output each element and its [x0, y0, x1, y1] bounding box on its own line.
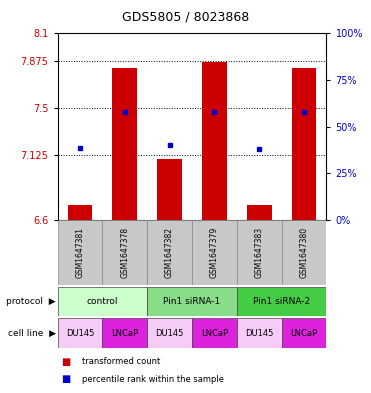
Text: LNCaP: LNCaP	[290, 329, 318, 338]
Text: Pin1 siRNA-2: Pin1 siRNA-2	[253, 297, 310, 306]
Bar	[192, 318, 237, 348]
Bar	[112, 68, 137, 220]
Text: LNCaP: LNCaP	[111, 329, 138, 338]
Text: GSM1647383: GSM1647383	[255, 227, 264, 278]
Text: LNCaP: LNCaP	[201, 329, 228, 338]
Text: DU145: DU145	[66, 329, 94, 338]
Bar	[192, 220, 237, 285]
Text: DU145: DU145	[245, 329, 273, 338]
Bar	[147, 287, 237, 316]
Bar	[282, 318, 326, 348]
Bar	[247, 205, 272, 220]
Text: GDS5805 / 8023868: GDS5805 / 8023868	[122, 11, 249, 24]
Text: protocol  ▶: protocol ▶	[6, 297, 56, 306]
Bar	[237, 220, 282, 285]
Text: ■: ■	[61, 356, 70, 367]
Bar	[292, 68, 316, 220]
Bar	[147, 220, 192, 285]
Bar	[237, 318, 282, 348]
Bar	[282, 220, 326, 285]
Text: GSM1647379: GSM1647379	[210, 227, 219, 278]
Bar	[58, 287, 147, 316]
Text: GSM1647380: GSM1647380	[299, 227, 309, 278]
Bar	[147, 318, 192, 348]
Text: Pin1 siRNA-1: Pin1 siRNA-1	[163, 297, 221, 306]
Text: GSM1647378: GSM1647378	[120, 227, 129, 278]
Bar	[237, 287, 326, 316]
Text: cell line  ▶: cell line ▶	[8, 329, 56, 338]
Text: control: control	[86, 297, 118, 306]
Bar	[68, 205, 92, 220]
Text: percentile rank within the sample: percentile rank within the sample	[82, 375, 224, 384]
Bar	[102, 220, 147, 285]
Text: DU145: DU145	[155, 329, 184, 338]
Text: GSM1647382: GSM1647382	[165, 227, 174, 278]
Bar	[102, 318, 147, 348]
Text: ■: ■	[61, 374, 70, 384]
Bar	[58, 318, 102, 348]
Bar	[58, 220, 102, 285]
Text: GSM1647381: GSM1647381	[75, 227, 85, 278]
Bar	[202, 62, 227, 220]
Text: transformed count: transformed count	[82, 357, 160, 366]
Bar	[157, 159, 182, 220]
